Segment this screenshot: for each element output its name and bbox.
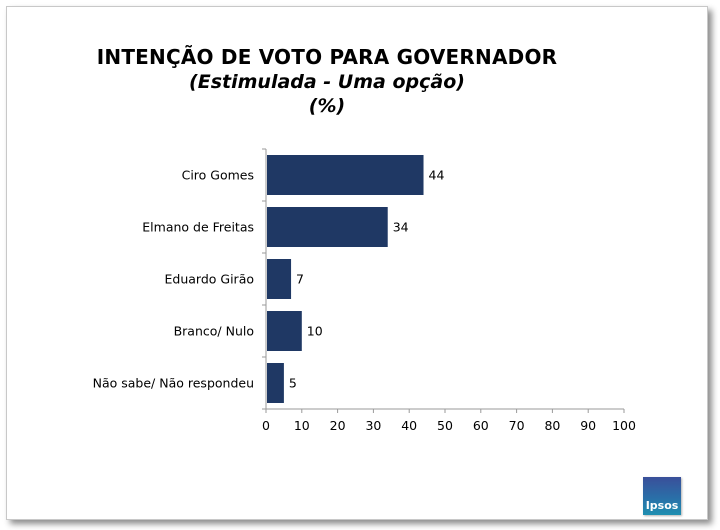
chart-title-block: INTENÇÃO DE VOTO PARA GOVERNADOR (Estimu… bbox=[7, 45, 647, 117]
category-label: Não sabe/ Não respondeu bbox=[93, 376, 254, 391]
bar bbox=[267, 311, 302, 351]
logo-background bbox=[643, 477, 681, 515]
x-tick-label: 10 bbox=[294, 418, 310, 433]
x-tick-label: 40 bbox=[401, 418, 417, 433]
x-tick-label: 20 bbox=[330, 418, 346, 433]
bar bbox=[267, 155, 424, 195]
chart-subtitle: (Estimulada - Uma opção) bbox=[189, 71, 465, 93]
category-label: Ciro Gomes bbox=[182, 168, 254, 183]
category-label: Branco/ Nulo bbox=[174, 324, 254, 339]
x-tick-label: 60 bbox=[473, 418, 489, 433]
data-label: 10 bbox=[307, 324, 323, 339]
x-tick-label: 70 bbox=[509, 418, 525, 433]
x-tick-label: 90 bbox=[580, 418, 596, 433]
logo-text: Ipsos bbox=[645, 499, 679, 512]
bar bbox=[267, 259, 292, 299]
x-tick-label: 30 bbox=[365, 418, 381, 433]
x-tick-label: 50 bbox=[437, 418, 453, 433]
category-label: Eduardo Girão bbox=[165, 272, 255, 287]
bar-chart: 0 10 20 30 40 50 60 70 80 90 100 Ciro Gomes 44 Elmano… bbox=[93, 148, 636, 433]
bar bbox=[267, 363, 284, 403]
data-label: 7 bbox=[296, 272, 304, 287]
x-tick-label: 80 bbox=[544, 418, 560, 433]
x-tick-label: 0 bbox=[262, 418, 270, 433]
x-tick-label: 100 bbox=[612, 418, 636, 433]
data-label: 5 bbox=[289, 376, 297, 391]
slide: INTENÇÃO DE VOTO PARA GOVERNADOR (Estimu… bbox=[6, 6, 708, 520]
ipsos-logo: Ipsos bbox=[643, 477, 681, 515]
chart-title: INTENÇÃO DE VOTO PARA GOVERNADOR bbox=[96, 45, 558, 69]
chart-unit: (%) bbox=[308, 95, 346, 117]
data-label: 34 bbox=[393, 220, 409, 235]
bar bbox=[267, 207, 388, 247]
category-label: Elmano de Freitas bbox=[142, 220, 254, 235]
data-label: 44 bbox=[429, 168, 445, 183]
